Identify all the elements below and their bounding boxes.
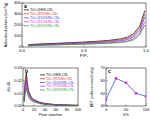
x-tick-label: 100 xyxy=(75,107,82,112)
x-tick-label: 20 xyxy=(32,107,37,112)
y-tick-label: 0.03 xyxy=(14,65,23,70)
x-tick xyxy=(34,105,35,107)
y-tick xyxy=(22,25,24,26)
y-tick-label: 60 xyxy=(101,78,106,83)
y-tick xyxy=(23,80,25,81)
legend-swatch xyxy=(40,82,45,83)
legend-label: TiO₂@20%Rh-CN₁ xyxy=(46,88,75,92)
x-axis-title: θ% xyxy=(123,112,129,117)
legend-swatch xyxy=(40,86,45,87)
x-tick-label: 100 xyxy=(143,107,150,112)
legend-swatch xyxy=(24,13,29,14)
x-axis-title: P/P₀ xyxy=(80,53,89,58)
y-tick-label: 400 xyxy=(14,0,22,5)
series-line xyxy=(28,25,145,46)
point xyxy=(115,77,118,80)
legend-label: TiO₂@20%Rh-CN₁ xyxy=(30,24,61,28)
series-line xyxy=(28,22,145,46)
panel-letter: b xyxy=(25,68,28,74)
panel-letter: c xyxy=(108,68,111,74)
x-axis-title: Pore size/nm xyxy=(39,112,63,117)
panel: 05010040506070θ%BET surface area/(m²/g)c xyxy=(90,65,150,116)
x-tick xyxy=(126,105,127,107)
legend-swatch xyxy=(40,74,45,75)
legend-swatch xyxy=(40,78,45,79)
y-tick-label: 40 xyxy=(101,103,106,108)
x-tick-label: 0 xyxy=(105,107,108,112)
data-group xyxy=(28,11,145,46)
legend-swatch xyxy=(40,90,45,91)
figure: 0.00.51.00100200300400P/P₀Adsorbed volum… xyxy=(0,0,150,122)
y-tick xyxy=(22,36,24,37)
legend-swatch xyxy=(24,25,29,26)
x-tick-label: 1.0 xyxy=(143,48,149,53)
y-tick xyxy=(106,93,108,94)
x-tick-label: 0 xyxy=(22,107,25,112)
series-line xyxy=(28,14,145,45)
y-tick-label: 0 xyxy=(19,44,22,49)
point xyxy=(125,82,128,85)
y-axis-title: dV/dD xyxy=(7,81,11,92)
series-line xyxy=(24,88,78,105)
y-tick-label: 0.02 xyxy=(14,78,23,83)
y-axis-title: Adsorbed volume/(cm³/g) xyxy=(3,2,8,47)
y-axis-title: BET surface area/(m²/g) xyxy=(90,66,94,107)
series-line xyxy=(106,78,146,99)
x-tick xyxy=(84,46,85,48)
x-tick-label: 80 xyxy=(65,107,70,112)
y-tick xyxy=(106,106,108,107)
x-tick xyxy=(146,46,147,48)
panel: 0.00.51.00100200300400P/P₀Adsorbed volum… xyxy=(3,0,150,57)
legend-swatch xyxy=(24,21,29,22)
series-line xyxy=(28,17,145,45)
series-line xyxy=(24,77,78,106)
series-line xyxy=(28,11,145,45)
y-tick xyxy=(22,47,24,48)
data-group xyxy=(106,77,146,101)
y-tick-label: 0.01 xyxy=(14,91,23,96)
point xyxy=(135,92,138,95)
legend-swatch xyxy=(24,9,29,10)
y-tick-label: 100 xyxy=(14,33,22,38)
data-group xyxy=(24,73,78,106)
y-tick-label: 70 xyxy=(101,65,106,70)
y-tick xyxy=(23,106,25,107)
panel-letter: a xyxy=(24,3,27,9)
x-tick xyxy=(106,105,107,107)
y-tick-label: 50 xyxy=(101,91,106,96)
plot-frame xyxy=(22,3,146,47)
y-tick xyxy=(22,14,24,15)
y-tick-label: 200 xyxy=(14,22,22,27)
y-tick-label: 0.00 xyxy=(14,103,23,108)
x-tick xyxy=(23,105,24,107)
plot-frame xyxy=(23,68,78,106)
point xyxy=(106,98,107,101)
legend-swatch xyxy=(24,17,29,18)
x-tick xyxy=(146,105,147,107)
series-line xyxy=(24,73,78,105)
point xyxy=(145,95,146,98)
x-tick xyxy=(22,46,23,48)
series-line xyxy=(24,84,78,105)
series-line xyxy=(24,81,78,106)
plot-frame xyxy=(106,68,146,106)
panel: 0204060801000.000.010.020.03Pore size/nm… xyxy=(7,65,82,116)
y-tick xyxy=(106,80,108,81)
y-tick-label: 300 xyxy=(14,11,22,16)
